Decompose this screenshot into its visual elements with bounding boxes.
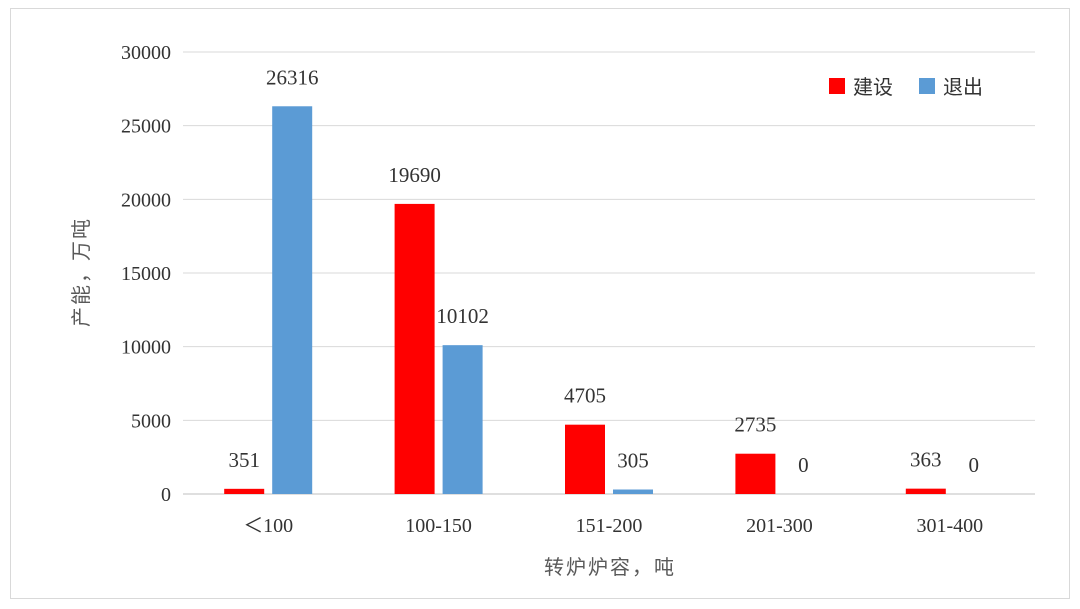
legend-swatch-0 xyxy=(829,78,845,94)
y-tick-labels: 0 5000 10000 15000 20000 25000 30000 xyxy=(121,42,171,506)
y-tick-label: 10000 xyxy=(121,337,171,359)
x-tick-label: ＜100 xyxy=(243,515,293,537)
y-tick-label: 0 xyxy=(161,484,171,506)
bar-build-0 xyxy=(224,488,265,494)
legend-label-0: 建设 xyxy=(853,75,893,99)
data-label: 19690 xyxy=(388,163,441,187)
y-tick-label: 15000 xyxy=(121,263,171,285)
x-tick-label: 301-400 xyxy=(916,515,983,537)
bar-exit-1 xyxy=(442,345,483,494)
bar-exit-0 xyxy=(272,106,313,495)
y-tick-label: 5000 xyxy=(131,410,171,432)
data-label: 363 xyxy=(910,448,942,472)
bar-build-2 xyxy=(565,424,605,494)
bar-build-4 xyxy=(905,488,946,494)
data-label: 351 xyxy=(228,448,260,472)
data-label: 0 xyxy=(798,453,809,477)
x-tick-label: 151-200 xyxy=(576,515,643,537)
bar-build-3 xyxy=(735,453,776,494)
data-label: 305 xyxy=(617,449,649,473)
legend-label-1: 退出 xyxy=(943,75,983,99)
data-label: 2735 xyxy=(734,413,776,437)
y-tick-label: 25000 xyxy=(121,116,171,138)
data-labels: 351 26316 19690 10102 4705 305 2735 0 363 0 xyxy=(228,65,979,477)
gridlines xyxy=(183,51,1035,495)
chart-frame xyxy=(10,8,1070,599)
x-tick-labels: ＜100 100-150 151-200 201-300 301-400 xyxy=(243,515,983,537)
data-label: 4705 xyxy=(564,384,606,408)
bars xyxy=(224,106,946,495)
y-tick-label: 30000 xyxy=(121,42,171,64)
x-axis-title: 转炉炉容，吨 xyxy=(544,555,676,579)
data-label: 26316 xyxy=(266,65,319,89)
x-tick-label: 100-150 xyxy=(405,515,472,537)
bar-build-1 xyxy=(394,203,435,494)
x-tick-label: 201-300 xyxy=(746,515,813,537)
y-tick-label: 20000 xyxy=(121,189,171,211)
legend: 建设 退出 xyxy=(829,75,983,99)
legend-swatch-1 xyxy=(919,78,935,94)
bar-exit-2 xyxy=(613,489,653,494)
data-label: 0 xyxy=(969,453,980,477)
y-axis-title: 产能，万吨 xyxy=(69,217,93,327)
data-label: 10102 xyxy=(436,304,489,328)
